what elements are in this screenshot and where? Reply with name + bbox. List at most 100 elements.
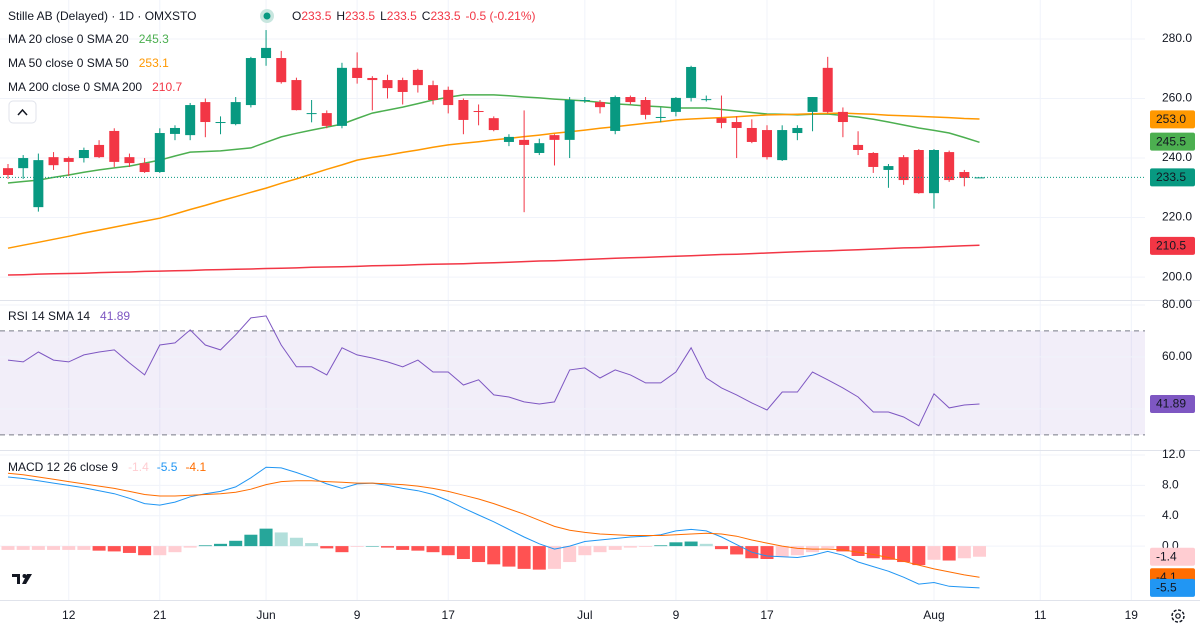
candle-body bbox=[18, 158, 29, 169]
histogram-bar bbox=[699, 543, 713, 547]
candle-body bbox=[579, 100, 590, 101]
chart-title: Stille AB (Delayed) · 1D · OMXSTO bbox=[8, 9, 197, 23]
histogram-bar bbox=[547, 546, 561, 569]
candle-body bbox=[913, 150, 924, 194]
candle-body bbox=[974, 177, 985, 179]
y-tick-label: 60.00 bbox=[1162, 349, 1192, 363]
candle-body bbox=[488, 118, 499, 131]
histogram-bar bbox=[168, 546, 182, 553]
histogram-bar bbox=[502, 546, 516, 567]
ohlc-value: 233.5 bbox=[430, 9, 460, 23]
candle-body bbox=[595, 102, 606, 108]
histogram-bar bbox=[259, 528, 273, 547]
y-tick-label: 12.0 bbox=[1162, 447, 1186, 461]
labels: 280.0 260.0 240.0 220.0 200.0 12 21 Jun 9 17 Jul 9 1… bbox=[8, 9, 1195, 622]
candle-body bbox=[792, 127, 803, 134]
y-tick-label: 240.0 bbox=[1162, 150, 1192, 164]
price-badge bbox=[1150, 132, 1195, 151]
candle-body bbox=[3, 168, 13, 175]
candle-body bbox=[94, 144, 105, 158]
ohlc-label: L bbox=[380, 9, 387, 23]
histogram-bar bbox=[927, 546, 941, 560]
histogram-bar bbox=[639, 546, 653, 547]
legend-entry: RSI 14 SMA 14 41.89 bbox=[8, 309, 130, 323]
legend-name: MA 200 close 0 SMA 200 bbox=[8, 80, 142, 94]
legend-name: MA 50 close 0 SMA 50 bbox=[8, 56, 129, 70]
candle-body bbox=[124, 157, 135, 164]
y-tick-label: 8.0 bbox=[1162, 478, 1179, 492]
histogram-bar bbox=[426, 546, 440, 553]
histogram-bar bbox=[487, 546, 501, 565]
candle-body bbox=[716, 118, 727, 123]
legend-name: MACD 12 26 close 9 bbox=[8, 460, 118, 474]
candle-body bbox=[63, 158, 74, 162]
histogram-bar bbox=[411, 546, 425, 551]
ohlc-value: 233.5 bbox=[301, 9, 331, 23]
legend-entry: MACD 12 26 close 9 -1.4 -5.5 -4.1 bbox=[8, 460, 206, 474]
candle-body bbox=[215, 122, 226, 124]
y-tick-label: 260.0 bbox=[1162, 91, 1192, 105]
histogram-bar bbox=[517, 546, 531, 569]
histogram-bar bbox=[335, 546, 349, 553]
histogram-bar bbox=[274, 532, 288, 547]
price-badge-label: -5.5 bbox=[1156, 581, 1177, 595]
legend-value: -4.1 bbox=[185, 460, 206, 474]
candle-body bbox=[762, 130, 772, 158]
candle-body bbox=[336, 67, 347, 126]
ohlc-label: O bbox=[292, 9, 301, 23]
price-badge-label: 233.5 bbox=[1156, 170, 1186, 184]
x-tick-label: 12 bbox=[62, 608, 76, 622]
candle-body bbox=[473, 111, 484, 113]
candle-body bbox=[200, 102, 211, 123]
ohlc-value: 233.5 bbox=[387, 9, 417, 23]
candle-body bbox=[625, 97, 636, 103]
histogram-bar bbox=[623, 546, 637, 548]
gear-icon bbox=[1171, 609, 1185, 623]
histogram-bar bbox=[47, 546, 61, 550]
legend-name: RSI 14 SMA 14 bbox=[8, 309, 90, 323]
histogram-bar bbox=[92, 546, 106, 551]
tradingview-logo[interactable] bbox=[8, 566, 40, 594]
candle-body bbox=[686, 66, 697, 98]
candle-body bbox=[883, 166, 894, 170]
histogram-bar bbox=[563, 546, 577, 563]
candle-body bbox=[306, 113, 317, 115]
y-tick-label: 4.0 bbox=[1162, 508, 1179, 522]
candle-body bbox=[655, 116, 666, 118]
histogram-bar bbox=[578, 546, 592, 556]
price-badge-label: -1.4 bbox=[1156, 549, 1177, 563]
histogram-bar bbox=[31, 546, 45, 550]
histogram-bar bbox=[456, 546, 470, 560]
x-tick-label: 9 bbox=[673, 608, 680, 622]
settings-button[interactable] bbox=[1171, 609, 1185, 623]
legend-value: 253.1 bbox=[139, 56, 169, 70]
histogram-bar bbox=[714, 546, 728, 550]
legend-value: 245.3 bbox=[139, 32, 169, 46]
histogram-bar bbox=[654, 545, 668, 547]
candle-body bbox=[458, 100, 469, 120]
histogram-bar bbox=[790, 546, 804, 556]
moving-average-line bbox=[7, 112, 980, 249]
candle-body bbox=[534, 143, 545, 153]
ohlc-label: C bbox=[422, 9, 431, 23]
collapse-legend-button[interactable] bbox=[8, 100, 37, 124]
candle-body bbox=[245, 58, 256, 106]
candle-body bbox=[109, 130, 120, 162]
histogram-bar bbox=[320, 546, 334, 549]
rsi-line bbox=[7, 315, 980, 427]
histogram-bar bbox=[851, 546, 865, 556]
candle-body bbox=[959, 172, 970, 178]
candle-body bbox=[397, 80, 408, 92]
x-tick-label: Jun bbox=[256, 608, 275, 622]
marks bbox=[0, 30, 1145, 589]
candle-body bbox=[78, 150, 89, 159]
x-tick-label: 11 bbox=[1034, 608, 1047, 622]
histogram-bar bbox=[881, 546, 895, 560]
histogram-bar bbox=[396, 546, 410, 550]
candle-body bbox=[564, 100, 575, 140]
histogram-bar bbox=[684, 541, 698, 547]
histogram-bar bbox=[122, 546, 136, 553]
